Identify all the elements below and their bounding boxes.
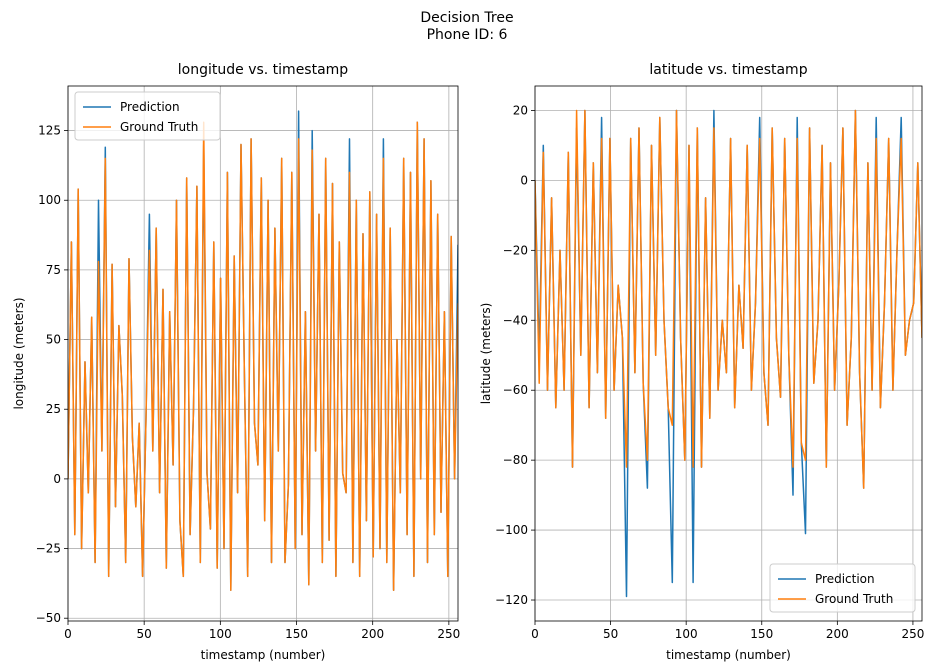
y-tick-label: 125: [38, 124, 61, 138]
y-tick-label: −120: [495, 593, 528, 607]
chart-title: latitude vs. timestamp: [649, 62, 807, 78]
y-tick-label: −20: [503, 243, 528, 257]
legend: Prediction Ground Truth: [769, 563, 916, 613]
y-tick-label: −100: [495, 523, 528, 537]
x-tick-label: 150: [285, 627, 308, 641]
longitude-chart: 0 50 100 150 200 250 −50 −25 0 25 50 75 100 125 longit…: [12, 62, 460, 662]
y-tick-label: 0: [520, 173, 528, 187]
y-axis-label: longitude (meters): [12, 297, 26, 409]
legend-label: Ground Truth: [120, 120, 198, 134]
x-axis-label: timestamp (number): [666, 648, 791, 662]
x-tick-label: 250: [901, 627, 924, 641]
legend: Prediction Ground Truth: [74, 91, 221, 141]
legend-label: Ground Truth: [815, 592, 893, 606]
chart-title: longitude vs. timestamp: [178, 62, 349, 78]
x-tick-label: 50: [137, 627, 152, 641]
legend-label: Prediction: [815, 572, 875, 586]
x-tick-label: 100: [209, 627, 232, 641]
series-line-ground-truth: [68, 121, 458, 592]
y-tick-label: 100: [38, 193, 61, 207]
y-tick-label: −60: [503, 383, 528, 397]
y-tick-label: −80: [503, 453, 528, 467]
legend-box: [769, 563, 916, 613]
y-tick-label: 50: [46, 333, 61, 347]
x-tick-label: 0: [531, 627, 539, 641]
y-tick-label: 0: [53, 472, 61, 486]
y-axis-label: latitude (meters): [479, 303, 493, 405]
x-tick-label: 250: [437, 627, 460, 641]
y-tick-label: −40: [503, 313, 528, 327]
x-tick-label: 50: [603, 627, 618, 641]
x-tick-label: 0: [64, 627, 72, 641]
plot-frame: [534, 85, 923, 622]
x-tick-label: 100: [675, 627, 698, 641]
figure-subtitle: Phone ID: 6: [427, 27, 508, 43]
y-tick-label: −50: [36, 611, 61, 625]
figure-title: Decision Tree: [420, 10, 513, 26]
y-tick-label: 75: [46, 263, 61, 277]
legend-label: Prediction: [120, 100, 180, 114]
x-axis-label: timestamp (number): [201, 648, 326, 662]
y-tick-label: −25: [36, 542, 61, 556]
latitude-chart: 0 50 100 150 200 250 −120 −100 −80 −60 −40 −20 0 20 la…: [479, 62, 924, 662]
legend-box: [74, 91, 221, 141]
x-tick-label: 200: [826, 627, 849, 641]
series-line-ground-truth: [535, 109, 922, 489]
y-tick-label: 25: [46, 402, 61, 416]
x-tick-label: 150: [750, 627, 773, 641]
plot-frame: [67, 85, 459, 622]
x-tick-label: 200: [361, 627, 384, 641]
y-tick-label: 20: [513, 103, 528, 117]
